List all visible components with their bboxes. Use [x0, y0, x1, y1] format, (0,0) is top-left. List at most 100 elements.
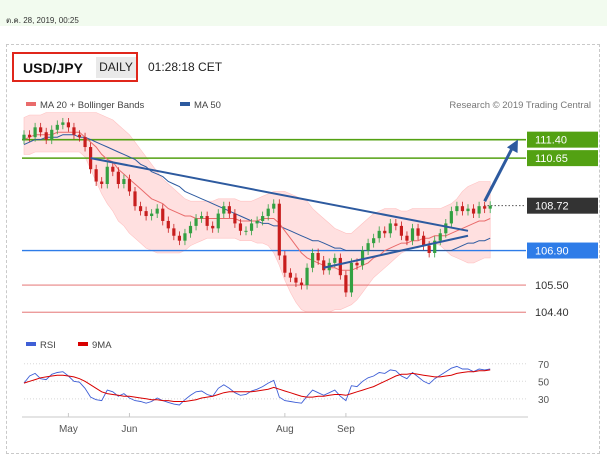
bollinger-band	[23, 112, 491, 313]
candle-body	[427, 245, 431, 253]
candle-body	[344, 275, 348, 293]
candle-body	[460, 206, 465, 212]
candle-body	[249, 223, 254, 231]
candle-body	[66, 122, 70, 128]
legend-swatch	[26, 102, 36, 106]
chart-frame	[6, 44, 600, 454]
candle-body	[116, 171, 120, 184]
candle-body	[349, 262, 354, 293]
candle-body	[50, 129, 54, 140]
rsi-ma-line	[23, 369, 491, 402]
lower-support-label: 104.40	[535, 307, 569, 319]
candle-body	[277, 203, 281, 256]
candle-body	[200, 216, 204, 219]
candle-body	[449, 211, 453, 224]
credit-label: Research © 2019 Trading Central	[449, 100, 591, 111]
clock-time: 01:28:18 CET	[148, 60, 223, 74]
rsi-tick-label: 30	[538, 395, 550, 406]
support-price-tag	[527, 242, 598, 259]
legend-label: MA 20 + Bollinger Bands	[40, 100, 145, 111]
candle-body	[299, 282, 304, 286]
candle-body	[477, 206, 481, 214]
candle-body	[222, 206, 226, 214]
last-price-tag	[527, 197, 598, 214]
candle-body	[166, 220, 170, 229]
rsi-legend-swatch	[78, 342, 88, 346]
candle-body	[172, 228, 176, 236]
candle-body	[105, 166, 109, 184]
candle-body	[216, 213, 220, 229]
candle-body	[266, 208, 270, 217]
candle-body	[311, 253, 315, 268]
candle-body	[272, 203, 276, 209]
trend-line	[90, 157, 469, 232]
candle-body	[483, 206, 487, 209]
candle-body	[355, 262, 359, 266]
candle-body	[377, 230, 381, 239]
candle-body	[55, 124, 59, 130]
candle-body	[433, 240, 437, 253]
candle-body	[33, 127, 37, 138]
candle-body	[405, 235, 409, 241]
candle-body	[288, 272, 292, 278]
candle-body	[122, 179, 126, 184]
candle-body	[205, 216, 209, 226]
rsi-line	[23, 365, 491, 406]
candle-body	[133, 191, 137, 207]
candle-body	[77, 134, 82, 138]
resistance-price-label: 111.40	[535, 135, 567, 147]
candle-body	[305, 267, 309, 286]
last-price-label: 108.72	[535, 201, 569, 213]
candle-body	[455, 206, 459, 212]
timeframe-label[interactable]: DAILY	[96, 57, 136, 78]
candle-body	[360, 250, 365, 266]
rsi-legend-label: 9MA	[92, 340, 112, 351]
candle-body	[466, 208, 470, 212]
candle-body	[238, 223, 243, 231]
candle-body	[27, 134, 32, 138]
candle-body	[94, 169, 98, 182]
candle-body	[471, 208, 476, 214]
rsi-tick-label: 50	[538, 377, 550, 388]
candle-body	[111, 166, 115, 172]
legend-swatch	[180, 102, 190, 106]
candle-body	[372, 238, 376, 244]
candle-body	[294, 277, 298, 283]
candle-body	[150, 213, 154, 217]
candle-body	[488, 205, 492, 209]
x-axis-label: Sep	[337, 424, 355, 435]
resistance-price-tag	[527, 150, 598, 167]
rsi-legend-swatch	[26, 342, 36, 346]
candle-body	[388, 223, 392, 234]
candle-body	[255, 220, 259, 224]
candle-body	[44, 132, 48, 140]
support-price-label: 106.90	[535, 246, 569, 258]
candle-body	[211, 225, 215, 229]
candle-body	[177, 235, 181, 241]
resistance-price-label: 110.65	[535, 153, 568, 165]
candle-body	[333, 257, 337, 263]
candle-body	[233, 213, 237, 224]
candle-body	[416, 228, 420, 236]
candle-body	[138, 206, 143, 212]
candle-body	[444, 223, 448, 234]
instrument-box[interactable]: USD/JPY DAILY	[12, 52, 138, 82]
candle-body	[244, 230, 248, 232]
candle-body	[410, 228, 415, 241]
x-axis-label: Aug	[276, 424, 294, 435]
candle-body	[161, 208, 165, 221]
x-axis-label: May	[59, 424, 78, 435]
candle-body	[188, 225, 193, 234]
candle-body	[83, 137, 87, 148]
candle-body	[144, 211, 148, 217]
x-axis-label: Jun	[121, 424, 137, 435]
candle-body	[61, 122, 65, 125]
top-bar: ต.ค. 28, 2019, 00:25	[0, 0, 607, 26]
candle-body	[383, 230, 387, 234]
pair-label: USD/JPY	[23, 60, 83, 76]
candle-body	[194, 218, 198, 226]
resistance-price-tag	[527, 131, 598, 148]
lower-support-label: 105.50	[535, 280, 569, 292]
candle-body	[127, 179, 132, 192]
